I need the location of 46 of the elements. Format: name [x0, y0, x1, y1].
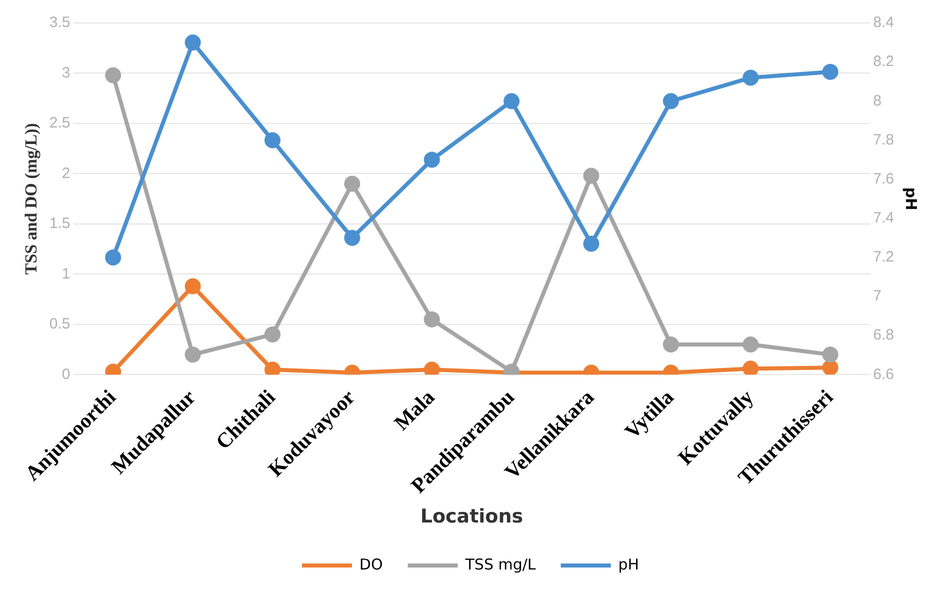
point [504, 93, 520, 110]
legend-label: pH [618, 555, 640, 574]
y-tick-label: 2.5 [49, 114, 70, 132]
y2-tick-label: 6.8 [873, 326, 894, 344]
point [184, 346, 201, 363]
point [742, 336, 759, 353]
legend-label: DO [359, 555, 383, 574]
y2-tick-label: 7 [873, 288, 882, 305]
y2-tick-label: 8.4 [873, 14, 894, 32]
point [822, 360, 838, 375]
y2-tick-label: 7.4 [873, 210, 894, 227]
y-tick-label: 1 [62, 265, 70, 282]
y-tick-label: 0 [62, 366, 70, 383]
point [742, 360, 759, 375]
y2-tick-label: 8.2 [873, 53, 894, 70]
point [742, 70, 759, 86]
x-axis-title: Locations [420, 506, 524, 528]
point [344, 176, 360, 192]
legend-label: TSS mg/L [464, 555, 536, 574]
point [822, 64, 838, 80]
y-tick-label: 0.5 [49, 316, 70, 333]
y-tick-label: 3 [62, 64, 70, 82]
y-tick-label: 3.5 [49, 14, 70, 32]
point [583, 168, 600, 184]
point [264, 326, 280, 342]
point [662, 336, 679, 353]
point [424, 152, 440, 168]
y-tick-label: 2 [62, 164, 70, 182]
y2-tick-label: 8 [873, 92, 882, 110]
y2-tick-label: 6.6 [873, 366, 894, 383]
point [822, 346, 838, 363]
point [184, 34, 201, 51]
y2-tick-label: 7.8 [873, 131, 894, 148]
y2-axis-title: pH [902, 187, 920, 210]
point [105, 249, 122, 266]
y-axis-title: TSS and DO (mg/L)) [22, 123, 41, 275]
point [583, 236, 600, 252]
y-tick-label: 1.5 [49, 215, 70, 232]
point [184, 278, 201, 294]
y2-tick-label: 7.2 [873, 248, 894, 266]
point [662, 93, 679, 110]
point [264, 132, 280, 148]
point [105, 67, 122, 84]
point [424, 311, 440, 328]
point [344, 230, 360, 246]
y2-tick-label: 7.6 [873, 170, 894, 188]
